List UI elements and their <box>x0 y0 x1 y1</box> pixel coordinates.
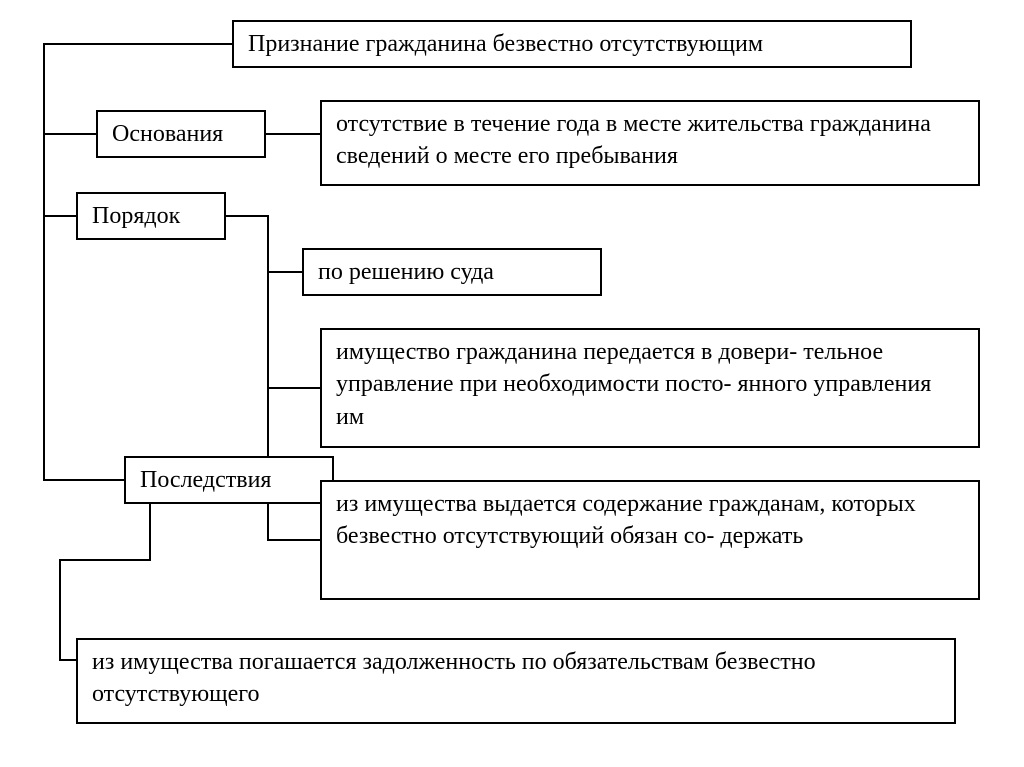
order-desc-box: по решению суда <box>302 248 602 296</box>
order-box: Порядок <box>76 192 226 240</box>
connector-spine-to-consequences <box>44 216 124 480</box>
consequences-box: Последствия <box>124 456 334 504</box>
connector-order-to-desc <box>226 216 302 272</box>
grounds-desc-box: отсутствие в течение года в месте житель… <box>320 100 980 186</box>
connector-spine-to-order <box>44 134 76 216</box>
cons-desc2-box: из имущества выдается содержание граждан… <box>320 480 980 600</box>
cons-desc3-box: из имущества погашается задолженность по… <box>76 638 956 724</box>
title-box: Признание гражданина безвестно отсутству… <box>232 20 912 68</box>
connector-consequences-to-cons3 <box>60 504 150 660</box>
cons-desc1-box: имущество гражданина передается в довери… <box>320 328 980 448</box>
grounds-box: Основания <box>96 110 266 158</box>
